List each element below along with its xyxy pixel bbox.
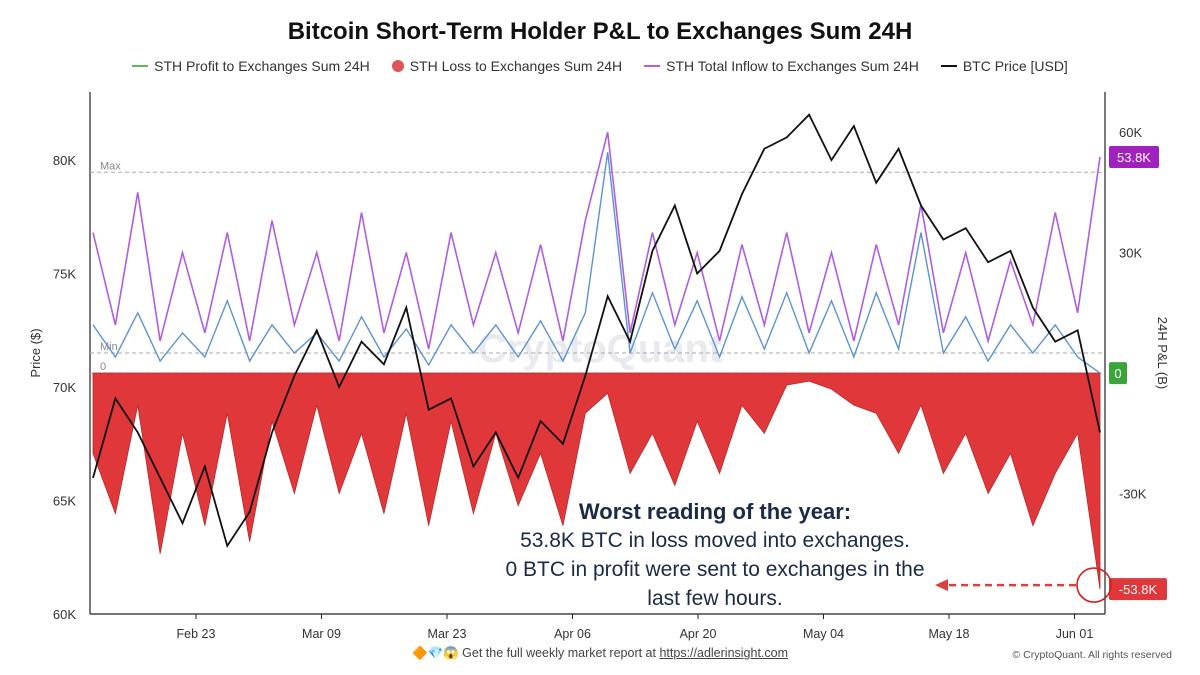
- inflow-value-tag-bg: [1109, 146, 1159, 169]
- sth-total-inflow-line: [92, 131, 1101, 350]
- inflow-value-tag-text: 53.8K: [1117, 150, 1151, 165]
- chart-title: Bitcoin Short-Term Holder P&L to Exchang…: [287, 18, 913, 45]
- annotation-line: 53.8K BTC in loss moved into exchanges.: [520, 529, 910, 552]
- highlight-arrow-head: [935, 579, 948, 592]
- sth-profit-line: [92, 152, 1101, 374]
- max-reference-label: Max: [100, 160, 121, 172]
- left-axis-tick-label: 65K: [53, 494, 76, 509]
- annotation-headline: Worst reading of the year:: [578, 499, 852, 524]
- left-axis-tick-label: 70K: [53, 380, 76, 395]
- legend-line-icon: [132, 65, 149, 67]
- sth-loss-area: [92, 372, 1101, 590]
- x-axis-tick-label: May 18: [929, 627, 970, 641]
- zero-value-tag: 0: [1109, 362, 1127, 385]
- x-axis-tick-label: May 04: [803, 627, 844, 641]
- right-axis-title: 24H P&L (B): [1155, 317, 1170, 390]
- footer-note: 🔶💎😱 Get the full weekly market report at…: [0, 646, 1200, 661]
- x-axis-tick-label: Mar 09: [302, 627, 341, 641]
- footer-link[interactable]: https://adlerinsight.com: [659, 646, 789, 660]
- legend-item-sth-total-inflow[interactable]: STH Total Inflow to Exchanges Sum 24H: [644, 58, 919, 74]
- legend-label: BTC Price [USD]: [962, 58, 1068, 74]
- legend-line-icon: [940, 65, 957, 67]
- footer-emoji-icons: 🔶💎😱: [411, 646, 459, 660]
- legend-label: STH Total Inflow to Exchanges Sum 24H: [666, 58, 919, 74]
- legend-item-sth-profit[interactable]: STH Profit to Exchanges Sum 24H: [132, 58, 370, 74]
- right-axis-tick-label: -30K: [1119, 487, 1147, 502]
- left-axis-title: Price ($): [28, 328, 43, 377]
- copyright: © CryptoQuant. All rights reserved: [1012, 649, 1172, 661]
- x-axis-tick-label: Feb 23: [177, 627, 216, 641]
- highlight-circle: [1076, 567, 1112, 603]
- inflow-value-tag: 53.8K: [1109, 146, 1159, 169]
- loss-value-tag: -53.8K: [1109, 578, 1167, 601]
- left-axis-tick-label: 60K: [53, 607, 76, 622]
- btc-price-line: [92, 113, 1101, 549]
- left-axis-tick-label: 80K: [53, 153, 76, 168]
- legend: STH Profit to Exchanges Sum 24H STH Loss…: [0, 58, 1200, 74]
- x-axis-tick-label: Jun 01: [1056, 627, 1094, 641]
- left-axis-tick-label: 75K: [53, 267, 76, 282]
- legend-line-icon: [644, 65, 661, 67]
- annotation-line: 0 BTC in profit were sent to exchanges i…: [505, 558, 925, 581]
- x-axis-tick-label: Mar 23: [428, 627, 467, 641]
- legend-dot-icon: [391, 60, 404, 72]
- annotation: Worst reading of the year: 53.8K BTC in …: [440, 497, 990, 613]
- zero-value-tag-bg: [1109, 362, 1127, 385]
- watermark: CryptoQuant: [478, 327, 722, 371]
- zero-reference-label: 0: [100, 361, 106, 373]
- legend-label: STH Profit to Exchanges Sum 24H: [154, 58, 370, 74]
- right-axis-tick-label: 30K: [1119, 246, 1142, 261]
- legend-item-btc-price[interactable]: BTC Price [USD]: [940, 58, 1068, 74]
- legend-item-sth-loss[interactable]: STH Loss to Exchanges Sum 24H: [391, 58, 623, 74]
- x-axis-tick-label: Apr 06: [554, 627, 591, 641]
- annotation-line: last few hours.: [647, 587, 783, 610]
- footer-text: Get the full weekly market report at: [462, 646, 656, 660]
- legend-label: STH Loss to Exchanges Sum 24H: [409, 58, 623, 74]
- loss-value-tag-bg: [1109, 578, 1167, 601]
- right-axis-tick-label: 60K: [1119, 125, 1142, 140]
- zero-value-tag-text: 0: [1114, 366, 1121, 381]
- x-axis-tick-label: Apr 20: [680, 627, 717, 641]
- loss-value-tag-text: -53.8K: [1119, 582, 1158, 597]
